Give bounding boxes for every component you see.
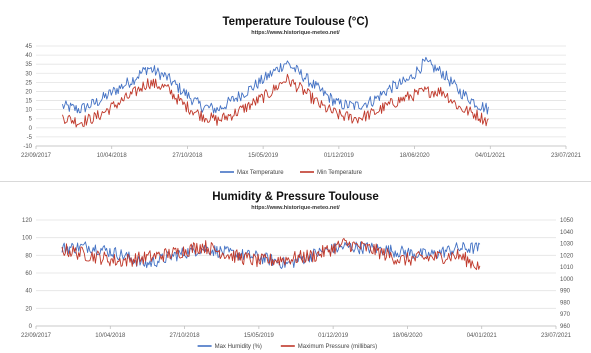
y2-tick-label: 980 bbox=[560, 300, 571, 306]
series-line-1 bbox=[61, 237, 481, 271]
temperature-chart: Temperature Toulouse (°C) https://www.hi… bbox=[0, 16, 591, 182]
legend-label: Max Temperature bbox=[237, 170, 284, 176]
x-tick-label: 18/06/2020 bbox=[392, 333, 423, 339]
x-tick-label: 23/07/2021 bbox=[551, 153, 582, 159]
humidity-chart-title: Humidity & Pressure Toulouse bbox=[212, 191, 379, 203]
x-tick-label: 04/01/2021 bbox=[467, 333, 498, 339]
x-tick-label: 23/07/2021 bbox=[541, 333, 572, 339]
y2-tick-label: 1040 bbox=[560, 230, 574, 236]
y-tick-label: 20 bbox=[25, 306, 32, 312]
y2-tick-label: 990 bbox=[560, 289, 571, 295]
series-line-0 bbox=[62, 56, 489, 115]
series-line-1 bbox=[62, 73, 489, 128]
y2-tick-label: 1050 bbox=[560, 218, 574, 224]
x-tick-label: 22/09/2017 bbox=[21, 333, 52, 339]
x-tick-label: 18/06/2020 bbox=[400, 153, 431, 159]
y2-tick-label: 1000 bbox=[560, 277, 574, 283]
temperature-chart-title: Temperature Toulouse (°C) bbox=[222, 16, 369, 28]
y2-tick-label: 1020 bbox=[560, 253, 574, 259]
y-tick-label: 45 bbox=[25, 44, 32, 50]
y-tick-label: -10 bbox=[23, 144, 32, 150]
y2-tick-label: 1010 bbox=[560, 265, 574, 271]
y2-tick-label: 970 bbox=[560, 312, 571, 318]
x-tick-label: 15/05/2019 bbox=[248, 153, 279, 159]
y-tick-label: 30 bbox=[25, 71, 32, 77]
y-tick-label: 20 bbox=[25, 89, 32, 95]
x-tick-label: 04/01/2021 bbox=[475, 153, 506, 159]
x-tick-label: 10/04/2018 bbox=[97, 153, 128, 159]
y-tick-label: 10 bbox=[25, 108, 32, 114]
y2-tick-label: 960 bbox=[560, 324, 571, 330]
temperature-plot: -10 -5 0 5 10 15 20 25 30 35 40 45 22/09/2017 10/04/2… bbox=[21, 44, 582, 176]
y-tick-label: 15 bbox=[25, 99, 32, 105]
legend-label: Min Temperature bbox=[317, 170, 363, 176]
x-tick-label: 15/05/2019 bbox=[244, 333, 275, 339]
x-tick-label: 27/10/2018 bbox=[172, 153, 203, 159]
humidity-pressure-plot: 0 20 40 60 80 100 120 960 970 980 990 1000 1010 1020 1… bbox=[21, 218, 574, 350]
y-tick-label: 60 bbox=[25, 271, 32, 277]
y-tick-label: 0 bbox=[29, 126, 33, 132]
x-tick-label: 27/10/2018 bbox=[170, 333, 201, 339]
humidity-pressure-chart: Humidity & Pressure Toulouse https://www… bbox=[0, 182, 591, 353]
y-tick-label: 100 bbox=[22, 236, 33, 242]
x-tick-label: 01/12/2019 bbox=[324, 153, 355, 159]
y-tick-label: 5 bbox=[29, 117, 33, 123]
y-tick-label: 80 bbox=[25, 253, 32, 259]
x-tick-label: 10/04/2018 bbox=[95, 333, 126, 339]
y-tick-label: 40 bbox=[25, 289, 32, 295]
humidity-chart-subtitle: https://www.historique-meteo.net/ bbox=[251, 205, 340, 211]
y-tick-label: 35 bbox=[25, 62, 32, 68]
y-tick-label: 40 bbox=[25, 53, 32, 59]
y-tick-label: 0 bbox=[29, 324, 33, 330]
y-tick-label: -5 bbox=[27, 135, 33, 141]
y2-tick-label: 1030 bbox=[560, 242, 574, 248]
y-tick-label: 120 bbox=[22, 218, 33, 224]
x-tick-label: 22/09/2017 bbox=[21, 153, 52, 159]
legend-label: Maximum Pressure (millibars) bbox=[298, 344, 377, 350]
temperature-chart-subtitle: https://www.historique-meteo.net/ bbox=[251, 30, 340, 36]
x-tick-label: 01/12/2019 bbox=[318, 333, 349, 339]
y-tick-label: 25 bbox=[25, 80, 32, 86]
legend-label: Max Humidity (%) bbox=[215, 344, 262, 350]
